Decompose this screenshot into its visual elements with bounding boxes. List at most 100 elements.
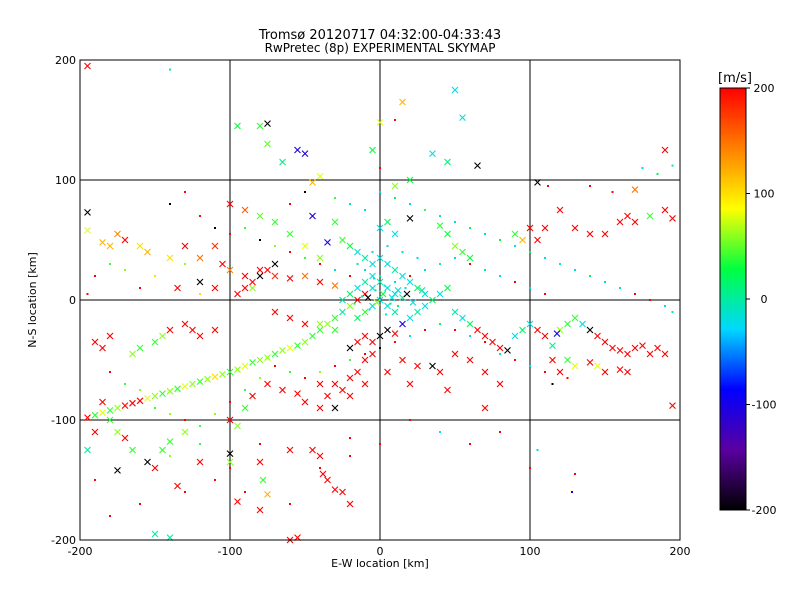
data-point-dot bbox=[184, 263, 186, 265]
data-point-x bbox=[406, 215, 414, 222]
data-point-x bbox=[354, 338, 361, 346]
data-point-x bbox=[301, 242, 309, 250]
data-point-x bbox=[646, 212, 654, 220]
data-point-dot bbox=[154, 275, 156, 277]
data-point-x bbox=[339, 296, 346, 304]
data-point-x bbox=[174, 284, 181, 292]
data-point-dot bbox=[349, 455, 351, 457]
data-point-dot bbox=[671, 164, 674, 167]
colorbar-ticks: 200 100 0 -100 -200 bbox=[746, 82, 776, 517]
data-point-x bbox=[181, 428, 189, 436]
data-point-x bbox=[106, 242, 114, 250]
data-point-x bbox=[541, 332, 549, 340]
data-point-x bbox=[616, 218, 624, 226]
data-point-dot bbox=[664, 305, 666, 307]
data-point-x bbox=[384, 218, 391, 226]
data-point-x bbox=[301, 398, 309, 406]
data-point-x bbox=[346, 302, 354, 310]
data-point-dot bbox=[244, 389, 246, 391]
data-point-x bbox=[571, 362, 579, 370]
data-point-x bbox=[384, 260, 391, 268]
data-point-dot bbox=[536, 449, 539, 451]
data-point-x bbox=[319, 470, 327, 478]
y-tick-label: 100 bbox=[55, 174, 76, 187]
data-point-x bbox=[331, 218, 339, 226]
data-point-x bbox=[324, 476, 331, 484]
data-point-x bbox=[114, 467, 121, 474]
data-point-x bbox=[586, 359, 594, 366]
data-point-x bbox=[609, 344, 616, 352]
data-point-dot bbox=[409, 419, 411, 421]
data-point-x bbox=[316, 254, 324, 262]
data-point-dot bbox=[544, 257, 546, 259]
data-point-x bbox=[534, 326, 541, 334]
data-point-x bbox=[84, 62, 91, 70]
data-point-x bbox=[249, 284, 256, 292]
data-point-x bbox=[286, 230, 294, 238]
data-point-x bbox=[331, 380, 339, 388]
data-point-x bbox=[331, 282, 339, 289]
data-point-x bbox=[444, 230, 451, 238]
data-point-dot bbox=[379, 167, 381, 169]
data-point-x bbox=[399, 272, 406, 280]
colorbar-label: [m/s] bbox=[718, 71, 752, 86]
data-point-dot bbox=[304, 257, 306, 259]
data-point-x bbox=[373, 299, 381, 306]
colorbar-tick-label: 100 bbox=[754, 188, 775, 201]
data-point-dot bbox=[529, 251, 531, 253]
data-point-dot bbox=[397, 305, 399, 307]
data-point-dot bbox=[389, 302, 392, 305]
data-point-x bbox=[234, 422, 241, 430]
data-point-dot bbox=[229, 467, 231, 469]
data-point-x bbox=[466, 254, 474, 262]
data-point-x bbox=[159, 446, 166, 454]
data-point-x bbox=[519, 326, 526, 334]
data-point-x bbox=[151, 464, 159, 472]
data-point-x bbox=[84, 414, 91, 421]
data-point-x bbox=[174, 482, 181, 490]
data-point-x bbox=[129, 350, 136, 358]
data-point-dot bbox=[439, 323, 441, 325]
data-point-x bbox=[331, 326, 339, 334]
data-point-dot bbox=[619, 287, 621, 289]
data-point-x bbox=[286, 446, 294, 454]
data-point-x bbox=[489, 338, 496, 346]
data-point-x bbox=[579, 320, 586, 328]
data-point-dot bbox=[244, 227, 246, 229]
data-point-x bbox=[601, 368, 609, 376]
data-point-x bbox=[204, 375, 211, 383]
data-point-dot bbox=[551, 383, 554, 385]
data-point-x bbox=[166, 254, 174, 262]
data-point-x bbox=[249, 359, 256, 366]
data-point-x bbox=[466, 356, 474, 364]
data-point-x bbox=[466, 320, 474, 328]
data-point-x bbox=[384, 368, 391, 376]
data-point-x bbox=[436, 290, 444, 298]
data-point-x bbox=[151, 530, 159, 538]
data-point-dot bbox=[514, 245, 516, 247]
colorbar-gradient bbox=[719, 87, 747, 511]
data-point-x bbox=[271, 308, 279, 316]
data-point-x bbox=[114, 428, 121, 436]
data-point-dot bbox=[394, 341, 396, 343]
data-point-dot bbox=[371, 251, 374, 253]
chart-subtitle: RwPretec (8p) EXPERIMENTAL SKYMAP bbox=[265, 41, 496, 55]
data-point-dot bbox=[454, 221, 456, 223]
data-point-x bbox=[136, 397, 144, 405]
data-point-dot bbox=[529, 287, 531, 289]
data-point-x bbox=[129, 446, 136, 454]
data-point-x bbox=[616, 366, 624, 373]
data-point-x bbox=[316, 278, 324, 286]
data-point-dot bbox=[334, 269, 336, 271]
data-point-dot bbox=[229, 401, 231, 403]
data-point-dot bbox=[334, 197, 336, 199]
data-point-x bbox=[234, 290, 241, 298]
data-point-x bbox=[361, 308, 369, 316]
data-point-x bbox=[474, 162, 481, 169]
data-point-x bbox=[181, 320, 189, 328]
data-point-dot bbox=[214, 479, 216, 481]
data-point-x bbox=[451, 242, 459, 250]
data-point-dot bbox=[94, 275, 96, 277]
data-point-x bbox=[99, 398, 106, 406]
data-point-x bbox=[354, 314, 361, 322]
